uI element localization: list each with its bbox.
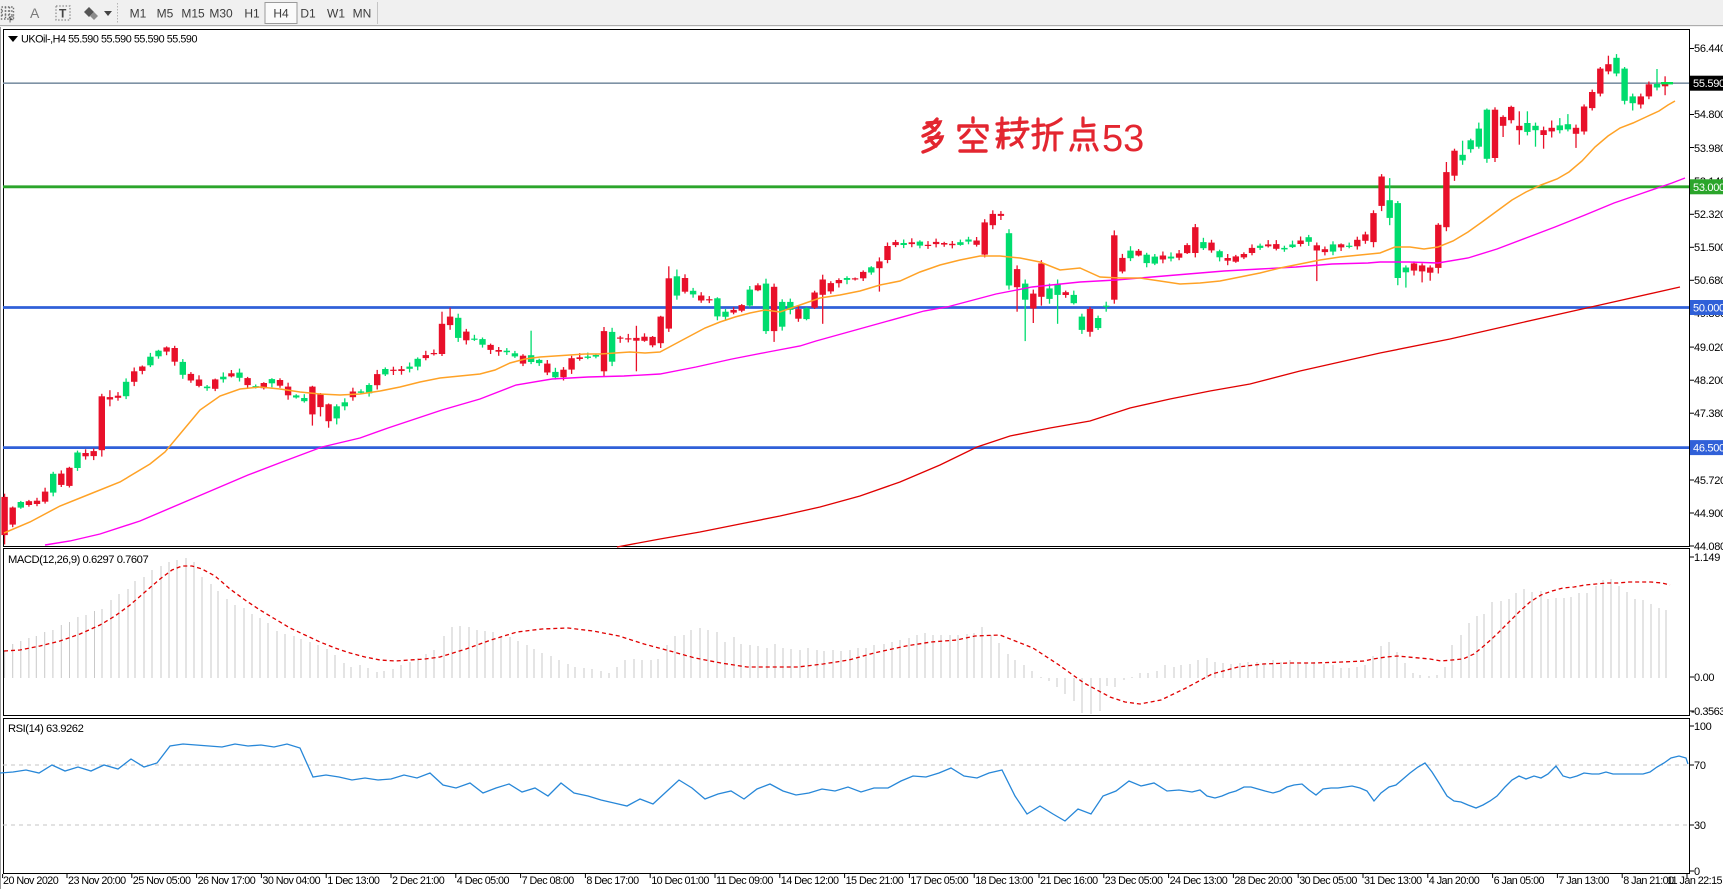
svg-text:A: A (30, 5, 40, 21)
svg-text:M15: M15 (181, 7, 205, 21)
svg-text:53.000: 53.000 (1693, 182, 1723, 194)
svg-text:UKOil-,H4 55.590 55.590 55.59: UKOil-,H4 55.590 55.590 55.590 55.590 (21, 34, 197, 46)
svg-text:10 Dec 01:00: 10 Dec 01:00 (651, 875, 709, 887)
svg-text:6 Jan 05:00: 6 Jan 05:00 (1494, 875, 1545, 887)
svg-text:51.500: 51.500 (1694, 242, 1723, 254)
svg-text:21 Dec 16:00: 21 Dec 16:00 (1040, 875, 1098, 887)
svg-text:H4: H4 (273, 7, 289, 21)
svg-text:F: F (9, 16, 14, 25)
svg-text:30 Nov 04:00: 30 Nov 04:00 (262, 875, 320, 887)
svg-text:44.080: 44.080 (1694, 541, 1723, 553)
svg-text:31 Dec 13:00: 31 Dec 13:00 (1364, 875, 1422, 887)
svg-text:4 Jan 20:00: 4 Jan 20:00 (1429, 875, 1480, 887)
svg-text:56.440: 56.440 (1694, 43, 1723, 55)
svg-text:11 Jan 22:15: 11 Jan 22:15 (1667, 875, 1723, 887)
svg-text:20 Nov 2020: 20 Nov 2020 (3, 875, 59, 887)
svg-text:47.380: 47.380 (1694, 408, 1723, 420)
svg-text:11 Dec 09:00: 11 Dec 09:00 (716, 875, 773, 887)
svg-text:-0.3563: -0.3563 (1691, 706, 1723, 718)
svg-text:53: 53 (1102, 118, 1144, 160)
svg-text:8 Dec 17:00: 8 Dec 17:00 (586, 875, 639, 887)
svg-text:23 Nov 20:00: 23 Nov 20:00 (68, 875, 126, 887)
svg-text:46.500: 46.500 (1693, 443, 1723, 455)
svg-text:W1: W1 (327, 7, 345, 21)
svg-text:24 Dec 13:00: 24 Dec 13:00 (1170, 875, 1228, 887)
svg-text:14 Dec 12:00: 14 Dec 12:00 (781, 875, 839, 887)
svg-text:44.900: 44.900 (1694, 508, 1723, 520)
svg-text:26 Nov 17:00: 26 Nov 17:00 (198, 875, 256, 887)
svg-text:53.980: 53.980 (1694, 143, 1723, 155)
svg-text:D1: D1 (300, 7, 316, 21)
svg-text:15 Dec 21:00: 15 Dec 21:00 (846, 875, 904, 887)
svg-text:1.149: 1.149 (1694, 552, 1720, 564)
svg-text:MACD(12,26,9) 0.6297 0.7607: MACD(12,26,9) 0.6297 0.7607 (8, 554, 148, 566)
svg-text:49.020: 49.020 (1694, 342, 1723, 354)
svg-text:H1: H1 (244, 7, 260, 21)
svg-text:MN: MN (353, 7, 372, 21)
svg-text:0.00: 0.00 (1694, 672, 1714, 684)
svg-text:25 Nov 05:00: 25 Nov 05:00 (133, 875, 191, 887)
svg-text:4 Dec 05:00: 4 Dec 05:00 (457, 875, 510, 887)
svg-text:M30: M30 (209, 7, 233, 21)
svg-text:T: T (59, 7, 67, 21)
svg-text:28 Dec 20:00: 28 Dec 20:00 (1234, 875, 1292, 887)
svg-text:7 Dec 08:00: 7 Dec 08:00 (522, 875, 575, 887)
svg-text:30 Dec 05:00: 30 Dec 05:00 (1299, 875, 1357, 887)
svg-text:70: 70 (1694, 760, 1706, 772)
svg-text:18 Dec 13:00: 18 Dec 13:00 (975, 875, 1033, 887)
svg-text:55.590: 55.590 (1693, 78, 1723, 90)
svg-text:RSI(14) 63.9262: RSI(14) 63.9262 (8, 723, 84, 735)
svg-text:17 Dec 05:00: 17 Dec 05:00 (910, 875, 968, 887)
svg-text:48.200: 48.200 (1694, 375, 1723, 387)
svg-text:50.680: 50.680 (1694, 275, 1723, 287)
svg-text:30: 30 (1694, 820, 1706, 832)
svg-text:54.800: 54.800 (1694, 109, 1723, 121)
svg-text:M5: M5 (157, 7, 174, 21)
svg-text:8 Jan 21:00: 8 Jan 21:00 (1623, 875, 1674, 887)
svg-text:7 Jan 13:00: 7 Jan 13:00 (1558, 875, 1609, 887)
svg-text:100: 100 (1694, 721, 1712, 733)
svg-text:50.000: 50.000 (1693, 303, 1723, 315)
svg-text:2 Dec 21:00: 2 Dec 21:00 (392, 875, 445, 887)
svg-text:52.320: 52.320 (1694, 209, 1723, 221)
svg-text:0: 0 (1694, 866, 1700, 878)
svg-text:1 Dec 13:00: 1 Dec 13:00 (327, 875, 380, 887)
svg-text:45.720: 45.720 (1694, 475, 1723, 487)
svg-text:23 Dec 05:00: 23 Dec 05:00 (1105, 875, 1163, 887)
svg-text:M1: M1 (130, 7, 147, 21)
